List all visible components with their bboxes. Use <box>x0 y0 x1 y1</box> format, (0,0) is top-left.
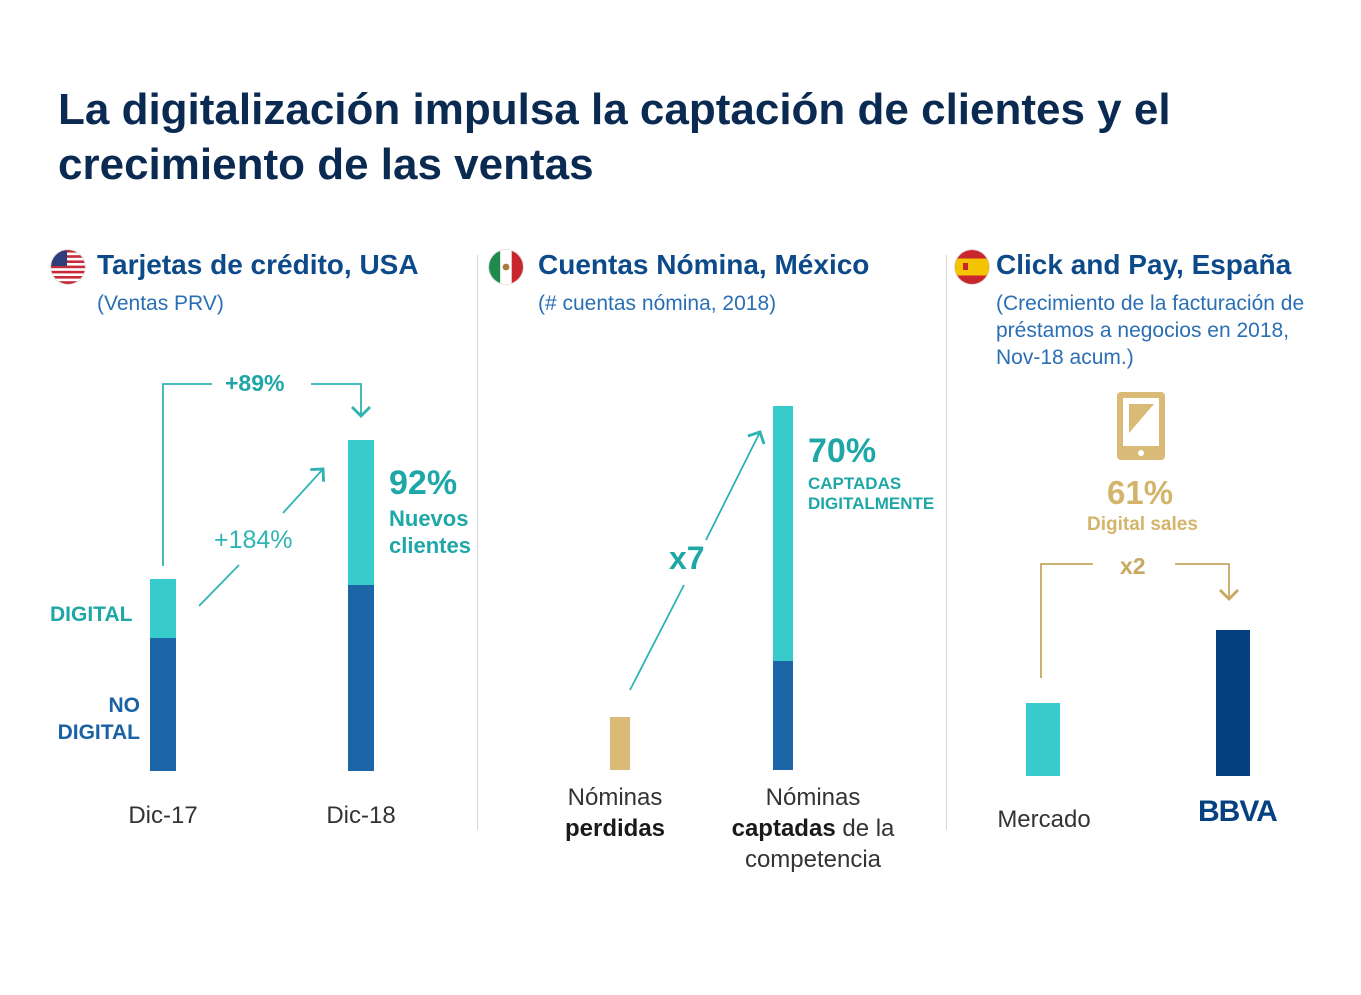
bar-dic17-digital <box>150 579 176 638</box>
bar-dic18-digital <box>348 440 374 585</box>
x-tick-mercado: Mercado <box>997 806 1091 833</box>
page-title: La digitalización impulsa la captación d… <box>58 85 1171 189</box>
spain-share-label: Digital sales <box>1087 514 1198 535</box>
spain-multiplier: x2 <box>1120 553 1146 579</box>
tablet-icon <box>1116 391 1166 466</box>
bar-dic17-nodigital <box>150 638 176 771</box>
x-tick-dic17: Dic-17 <box>128 802 198 829</box>
bar-nominas-captadas-digital <box>773 406 793 661</box>
x-tick-nominas-captadas: Nóminas captadas de la competencia <box>731 784 895 873</box>
bbva-logo: BBVA <box>1198 795 1278 828</box>
mexico-panel-title: Cuentas Nómina, México <box>538 249 870 280</box>
nodigital-legend-label: NO DIGITAL <box>57 694 140 744</box>
bar-nominas-perdidas <box>610 717 630 770</box>
spain-share-value: 61% <box>1107 474 1174 511</box>
bar-bbva <box>1216 630 1250 776</box>
mexico-multiplier: x7 <box>669 540 705 576</box>
usa-panel-subtitle: (Ventas PRV) <box>97 292 224 315</box>
panel-divider <box>946 255 947 830</box>
x-tick-nominas-perdidas: Nóminas perdidas <box>564 784 666 842</box>
spain-flag-icon <box>955 250 989 284</box>
mexico-share-label: CAPTADAS DIGITALMENTE <box>808 474 935 513</box>
mexico-share-value: 70% <box>808 432 877 470</box>
spain-panel-title: Click and Pay, España <box>996 249 1292 280</box>
usa-digital-growth-label: +184% <box>214 526 293 554</box>
x-tick-dic18: Dic-18 <box>326 802 396 829</box>
bar-nominas-captadas-base <box>773 661 793 770</box>
mexico-flag-icon <box>489 250 523 284</box>
usa-flag-icon <box>51 250 85 284</box>
usa-share-label: Nuevos clientes <box>389 506 471 558</box>
bar-mercado <box>1026 703 1060 776</box>
panel-divider <box>477 255 478 830</box>
usa-share-value: 92% <box>389 464 458 502</box>
bar-dic18-nodigital <box>348 585 374 771</box>
usa-growth-label: +89% <box>225 370 285 396</box>
spain-panel-subtitle: (Crecimiento de la facturación de présta… <box>996 292 1305 369</box>
digital-legend-label: DIGITAL <box>50 603 133 626</box>
usa-panel-title: Tarjetas de crédito, USA <box>97 249 419 280</box>
mexico-panel-subtitle: (# cuentas nómina, 2018) <box>538 292 777 315</box>
